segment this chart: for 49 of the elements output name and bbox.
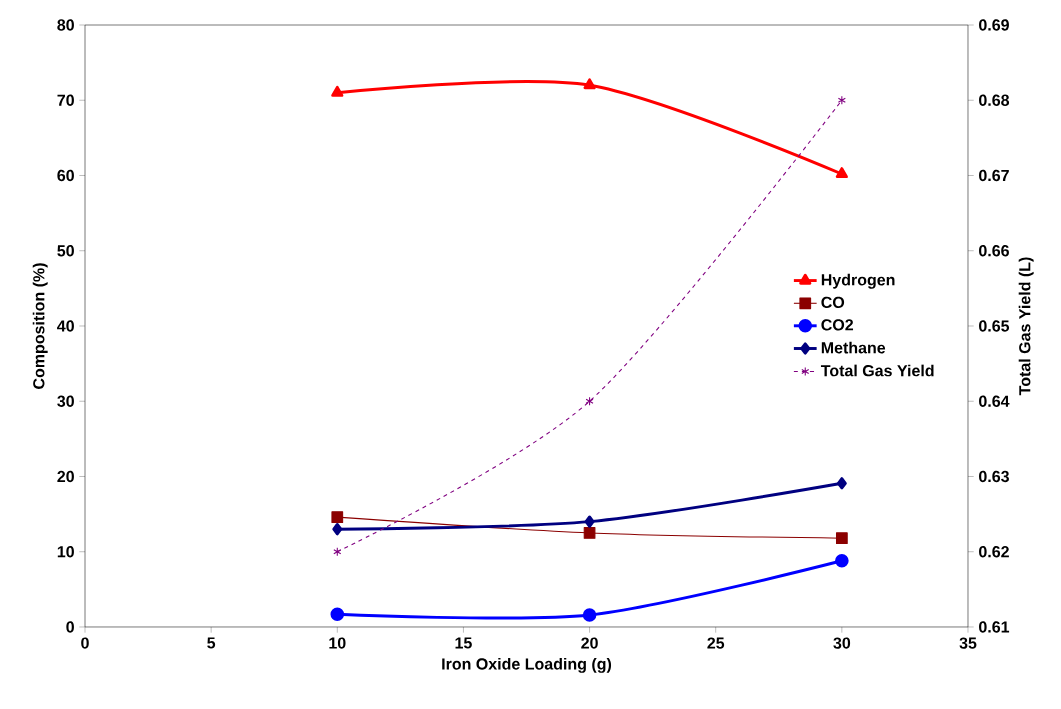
x-tick-label: 15 [455,637,472,649]
x-tick-label: 0 [81,637,89,649]
x-tick-label: 10 [329,637,346,649]
y-tick-label: 70 [57,94,74,106]
point [835,532,848,545]
x-tick-label: 20 [581,637,598,649]
point [582,608,597,622]
y-tick-label: 80 [57,19,74,31]
point [583,78,596,90]
point [835,167,848,179]
legend-label: Methane [821,341,886,354]
legend-label: Total Gas Yield [820,364,934,377]
y2-axis-title: Total Gas Yield (L) [1018,257,1034,396]
y2-tick-label: 0.64 [979,395,1010,407]
point [330,607,345,621]
x-tick-label: 30 [833,637,851,649]
point [331,511,344,523]
point [331,85,344,97]
y-tick-label: 50 [57,245,74,257]
y2-tick-label: 0.62 [979,546,1009,558]
x-tick-label: 35 [959,637,977,649]
y2-tick-label: 0.68 [979,94,1010,106]
y-tick-label: 10 [57,546,74,558]
point [585,396,594,406]
legend-label: CO [821,296,845,309]
y-tick-label: 0 [66,621,74,633]
legend-label: CO2 [821,319,854,331]
y2-tick-label: 0.63 [979,470,1009,483]
y-axis-title: Composition (%) [32,263,48,389]
y2-tick-label: 0.65 [979,320,1010,332]
point [836,477,847,490]
point [584,515,595,528]
y2-tick-label: 0.61 [979,621,1010,633]
point [837,95,846,105]
y2-tick-label: 0.66 [979,245,1009,257]
x-axis-title: Iron Oxide Loading (g) [442,657,612,673]
point [583,527,596,539]
y-tick-label: 20 [57,470,74,483]
y-tick-label: 40 [57,320,74,332]
y2-tick-label: 0.67 [979,169,1009,182]
x-tick-label: 5 [207,637,216,649]
y-tick-label: 30 [57,395,74,407]
x-tick-label: 25 [707,637,725,649]
point [333,547,342,557]
y-tick-label: 60 [57,169,74,182]
point [332,523,343,536]
y2-tick-label: 0.69 [979,19,1009,31]
point [835,553,849,568]
legend-label: Hydrogen [821,273,895,289]
